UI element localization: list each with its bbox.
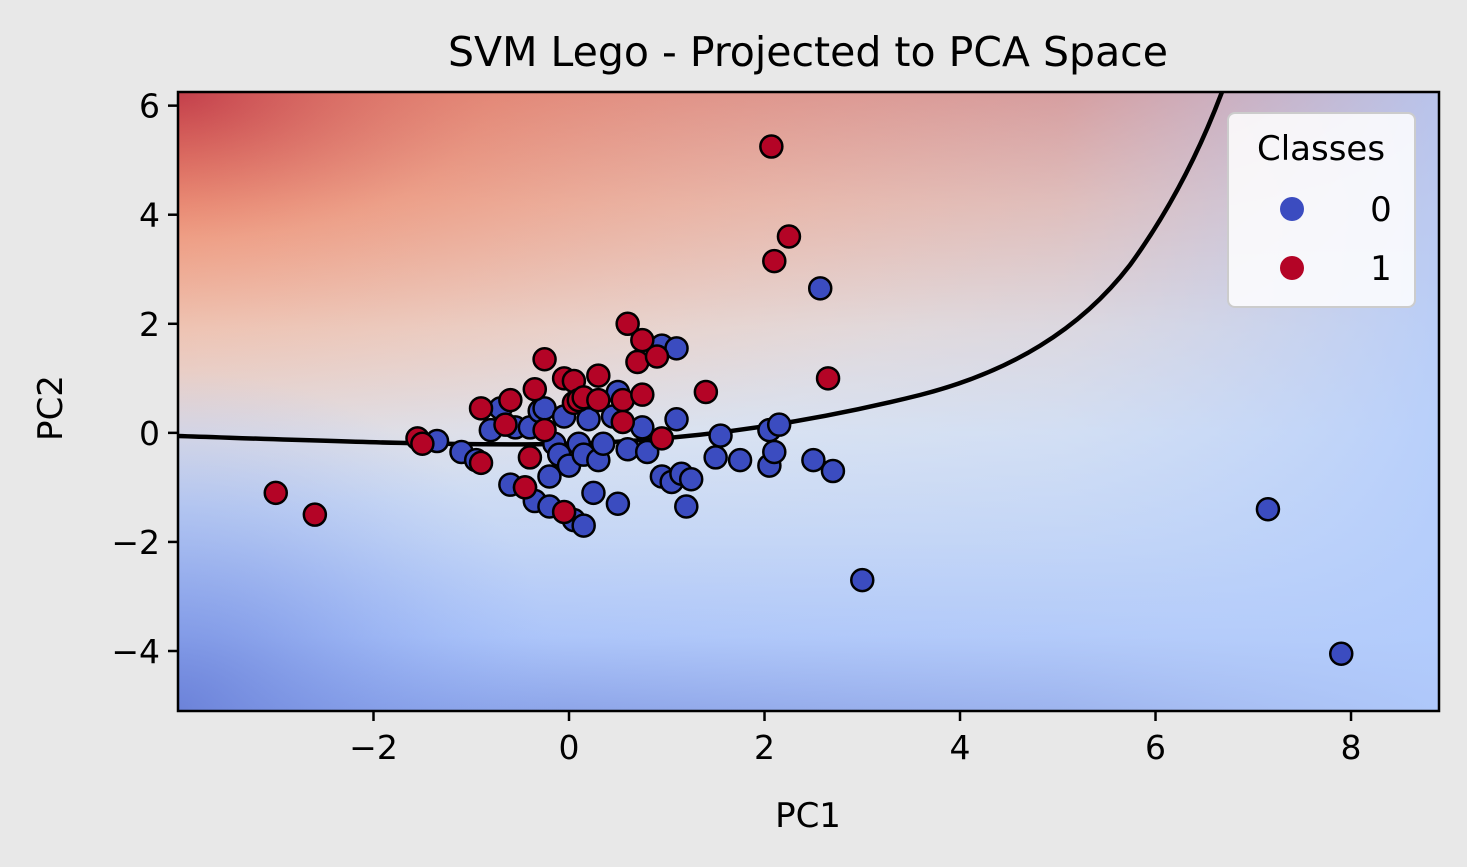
x-tick-label: 2 [754,728,775,767]
data-point-class-1 [776,224,802,249]
plot-frame [176,90,1441,713]
data-point-class-0 [537,464,562,489]
data-point-class-1 [693,379,719,405]
data-point-class-1 [498,387,523,413]
x-tick-label: 0 [559,728,580,767]
data-point-class-1 [630,327,655,353]
x-tick-label: 6 [1145,728,1166,767]
data-point-class-0 [762,439,787,465]
chart-title: SVM Lego - Projected to PCA Space [448,28,1168,76]
data-point-class-1 [532,417,557,443]
data-point-class-0 [703,445,728,470]
data-point-class-0 [581,480,606,506]
legend-marker-0 [1280,197,1304,221]
y-tick-label: 4 [139,196,160,235]
legend: Classes 0 1 [1227,112,1416,308]
data-point-class-1 [586,387,611,413]
y-axis-ticks: −4 −2 0 2 4 6 [111,87,178,671]
data-point-class-1 [302,502,328,527]
x-tick-label: 8 [1341,728,1362,767]
data-point-class-1 [468,396,494,421]
data-point-class-0 [634,439,660,465]
decision-background-blue-corner [178,92,878,711]
y-axis-label: PC2 [31,375,71,441]
data-point-class-0 [590,431,616,457]
data-point-class-1 [551,499,577,525]
legend-box [1227,112,1416,308]
data-point-class-1 [630,382,655,407]
legend-marker-1 [1280,256,1304,280]
data-point-class-1 [522,376,548,402]
data-point-class-0 [605,491,631,517]
points-layer [263,134,1354,666]
data-point-class-1 [468,450,494,476]
data-point-class-1 [610,409,636,435]
data-point-class-1 [649,426,675,451]
data-point-class-1 [410,431,435,457]
data-point-class-0 [801,447,826,473]
y-tick-label: 2 [139,305,160,344]
x-axis-ticks: −2 0 2 4 6 8 [349,711,1362,767]
data-point-class-0 [820,458,846,484]
data-point-class-1 [493,412,518,437]
x-tick-label: −2 [349,728,398,767]
data-point-class-0 [664,406,689,432]
data-point-class-1 [615,311,640,337]
y-tick-label: −2 [111,523,160,562]
data-point-class-0 [708,423,733,448]
data-point-class-1 [815,366,841,391]
data-point-class-0 [678,466,704,492]
y-tick-label: 6 [139,87,160,126]
data-point-class-0 [1328,641,1354,666]
legend-label-1: 1 [1370,249,1392,289]
x-tick-label: 4 [950,728,971,767]
data-point-class-1 [644,344,670,369]
data-point-class-1 [512,475,538,500]
data-point-class-0 [571,513,596,538]
data-point-class-1 [759,134,784,159]
x-axis-label: PC1 [775,796,841,836]
data-point-class-0 [807,276,833,301]
y-tick-label: 0 [139,414,160,453]
data-point-class-0 [766,412,792,437]
data-point-class-1 [517,445,543,470]
data-point-class-0 [674,494,699,519]
y-tick-label: −4 [111,632,160,671]
legend-label-0: 0 [1370,190,1392,230]
data-point-class-0 [850,567,875,593]
data-point-class-1 [532,346,557,372]
data-point-class-1 [762,248,787,274]
legend-title: Classes [1257,129,1385,169]
data-point-class-1 [263,480,289,506]
data-point-class-0 [727,447,753,473]
data-point-class-0 [1255,496,1281,522]
data-point-class-1 [586,363,611,388]
